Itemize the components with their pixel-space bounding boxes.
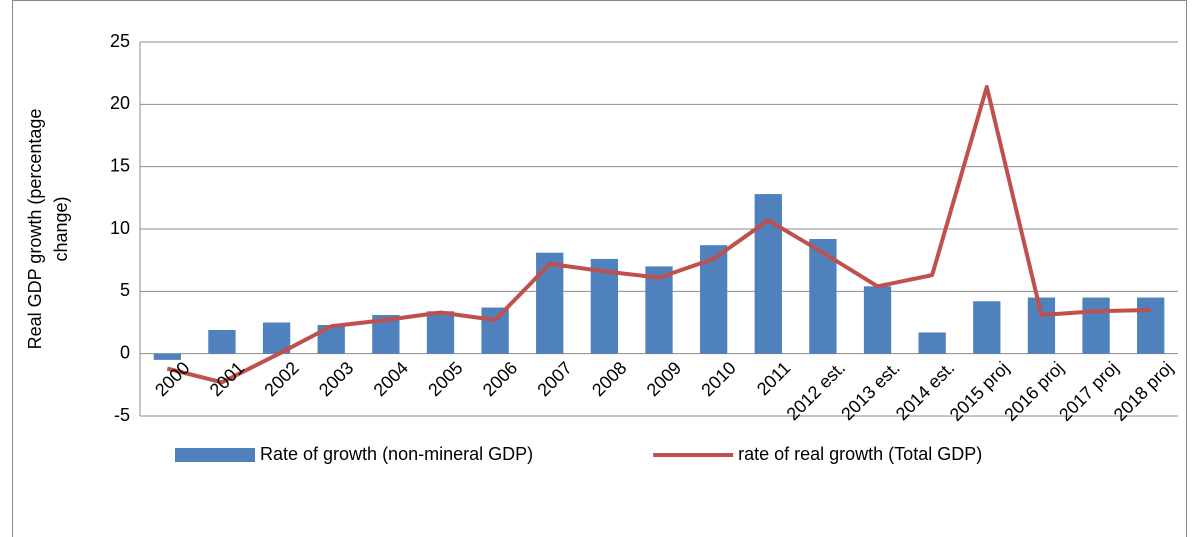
bar bbox=[481, 307, 509, 354]
y-tick-label: 25 bbox=[110, 31, 130, 51]
x-tick-label: 2012 est. bbox=[783, 358, 850, 425]
bar bbox=[1082, 297, 1110, 354]
x-tick-label: 2016 proj bbox=[1000, 358, 1067, 425]
bar bbox=[1027, 297, 1056, 354]
x-tick-label: 2005 bbox=[424, 358, 466, 400]
bar bbox=[1137, 297, 1165, 354]
x-tick-label: 2003 bbox=[315, 358, 357, 400]
bar bbox=[426, 311, 455, 354]
x-tick-label: 2000 bbox=[151, 358, 193, 400]
x-tick-label: 2007 bbox=[533, 358, 575, 400]
legend-swatch bbox=[175, 448, 255, 462]
x-tick-label: 2002 bbox=[260, 358, 302, 400]
bar bbox=[645, 266, 673, 354]
bar bbox=[153, 353, 181, 360]
x-tick-label: 2010 bbox=[697, 358, 739, 400]
y-axis-title: Real GDP growth (percentage change) bbox=[25, 109, 71, 350]
legend-label: rate of real growth (Total GDP) bbox=[738, 444, 982, 464]
chart-frame bbox=[12, 0, 1187, 537]
bar bbox=[918, 332, 946, 354]
x-tick-label: 2004 bbox=[370, 358, 412, 400]
bar bbox=[809, 238, 837, 354]
y-tick-label: 10 bbox=[110, 218, 130, 238]
bar bbox=[208, 329, 236, 354]
y-tick-label: 0 bbox=[120, 342, 130, 362]
y-axis-title-line: Real GDP growth (percentage bbox=[25, 109, 45, 350]
bar bbox=[536, 252, 564, 354]
bar bbox=[973, 301, 1001, 354]
x-tick-label: 2018 proj bbox=[1110, 358, 1177, 425]
bar bbox=[863, 286, 892, 354]
y-axis-title-line: change) bbox=[51, 196, 71, 261]
y-tick-label: -5 bbox=[114, 405, 130, 425]
line bbox=[166, 84, 1151, 385]
legend-label: Rate of growth (non-mineral GDP) bbox=[260, 444, 533, 464]
x-tick-label: 2015 proj bbox=[946, 358, 1013, 425]
y-tick-label: 5 bbox=[120, 280, 130, 300]
x-tick-label: 2011 bbox=[753, 358, 795, 400]
x-tick-label: 2009 bbox=[643, 358, 685, 400]
y-tick-label: 20 bbox=[110, 93, 130, 113]
x-tick-label: 2013 est. bbox=[837, 358, 904, 425]
x-tick-label: 2006 bbox=[479, 358, 521, 400]
bar bbox=[590, 258, 619, 354]
x-tick-label: 2008 bbox=[588, 358, 630, 400]
bar bbox=[754, 194, 782, 354]
y-tick-label: 15 bbox=[110, 155, 130, 175]
x-tick-label: 2001 bbox=[206, 358, 248, 400]
x-tick-label: 2017 proj bbox=[1055, 358, 1122, 425]
